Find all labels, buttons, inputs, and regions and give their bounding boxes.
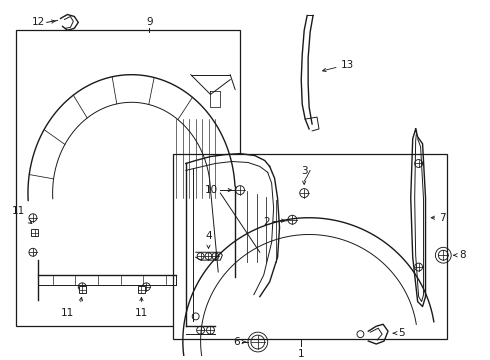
Text: 8: 8 [459,250,466,260]
Bar [79,286,86,293]
Text: 11: 11 [11,206,24,216]
Text: 10: 10 [205,185,219,195]
Text: 9: 9 [146,17,152,27]
Text: 1: 1 [298,349,305,359]
Text: 12: 12 [31,17,45,27]
Text: 13: 13 [341,60,354,70]
Text: 3: 3 [301,166,308,176]
Text: 7: 7 [440,213,446,223]
Text: 5: 5 [398,328,405,338]
Bar [138,286,145,293]
Bar [31,229,38,236]
Text: 4: 4 [205,231,212,242]
Text: 11: 11 [61,309,74,319]
Bar [173,154,447,339]
Bar [16,30,240,326]
Text: 2: 2 [263,217,270,227]
Text: 6: 6 [233,337,240,347]
Text: 11: 11 [135,309,148,319]
